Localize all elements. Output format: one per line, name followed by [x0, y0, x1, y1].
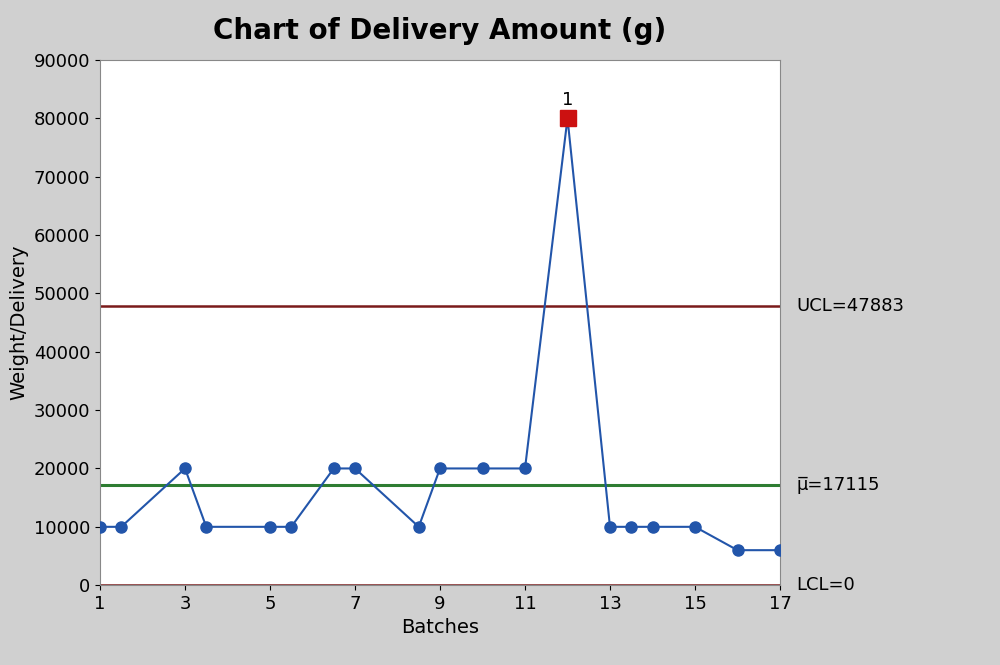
Text: UCL=47883: UCL=47883	[797, 297, 905, 315]
Text: μ̅=17115: μ̅=17115	[797, 476, 880, 494]
Text: 1: 1	[562, 92, 573, 110]
Title: Chart of Delivery Amount (g): Chart of Delivery Amount (g)	[213, 17, 667, 45]
Text: LCL=0: LCL=0	[797, 576, 855, 595]
X-axis label: Batches: Batches	[401, 618, 479, 638]
Y-axis label: Weight/Delivery: Weight/Delivery	[9, 245, 28, 400]
